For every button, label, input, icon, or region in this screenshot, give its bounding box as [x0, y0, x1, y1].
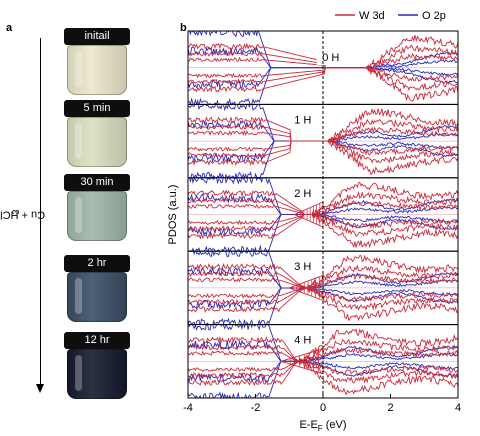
vial-time-label: 12 hr — [64, 332, 130, 349]
x-tick-label: 4 — [455, 402, 461, 414]
x-tick-label: -2 — [251, 402, 261, 414]
vial: initail — [62, 28, 132, 97]
legend-label: O 2p — [422, 10, 446, 22]
vial-liquid — [67, 191, 127, 241]
time-arrow — [40, 38, 42, 386]
gap-state-edge — [289, 274, 324, 289]
gap-state-edge — [280, 360, 324, 375]
vial-time-label: 2 hr — [64, 255, 130, 272]
vial: 12 hr — [62, 332, 132, 401]
panel-label-bg — [288, 333, 317, 348]
panel-label-bg — [288, 260, 317, 275]
y-axis-label: PDOS (a.u.) — [167, 185, 179, 245]
w3d-curve — [188, 65, 458, 82]
vial-liquid — [67, 349, 127, 399]
panel-hydrogen-label: 2 H — [294, 188, 311, 200]
gap-state-edge — [280, 348, 324, 362]
panel-label-bg — [288, 113, 317, 128]
vial: 2 hr — [62, 255, 132, 324]
x-axis-label-subscript: F — [318, 424, 323, 433]
gap-state-edge — [294, 214, 324, 228]
w3d-curve — [188, 254, 458, 289]
vial-liquid — [67, 117, 127, 167]
panel-a-label: a — [6, 22, 13, 34]
panel-b-label: b — [180, 22, 187, 34]
vial-time-label: initail — [64, 28, 130, 45]
vial: 5 min — [62, 100, 132, 169]
x-axis-label-text: E-E — [299, 419, 317, 431]
x-tick-label: -4 — [183, 402, 193, 414]
panel-hydrogen-label: 4 H — [294, 335, 311, 347]
x-axis-label: E-EF (eV) — [299, 419, 346, 433]
panel-label-bg — [288, 186, 317, 201]
panel-hydrogen-label: 3 H — [294, 261, 311, 273]
x-tick-label: 2 — [387, 402, 393, 414]
legend-label: W 3d — [359, 10, 385, 22]
w3d-curve — [188, 66, 458, 102]
time-arrow-head — [36, 384, 44, 393]
vial-highlight — [75, 355, 82, 391]
panel-hydrogen-label: 0 H — [322, 52, 339, 64]
vial-time-label: 30 min — [64, 174, 130, 191]
vial: 30 min — [62, 174, 132, 243]
w3d-curve — [188, 52, 458, 71]
x-axis-label-unit: (eV) — [323, 419, 347, 431]
vial-highlight — [75, 197, 82, 233]
x-tick-label: 0 — [320, 402, 326, 414]
vial-liquid — [67, 45, 127, 95]
vial-highlight — [75, 278, 82, 314]
vial-highlight — [75, 123, 82, 159]
panel-hydrogen-label: 1 H — [294, 114, 311, 126]
panel-label-bg — [316, 51, 345, 65]
gap-state-edge — [294, 201, 324, 215]
vial-liquid — [67, 272, 127, 322]
w3d-curve — [188, 126, 458, 144]
gap-state-edge — [289, 287, 324, 301]
vial-highlight — [75, 51, 82, 87]
vial-time-label: 5 min — [64, 100, 130, 117]
